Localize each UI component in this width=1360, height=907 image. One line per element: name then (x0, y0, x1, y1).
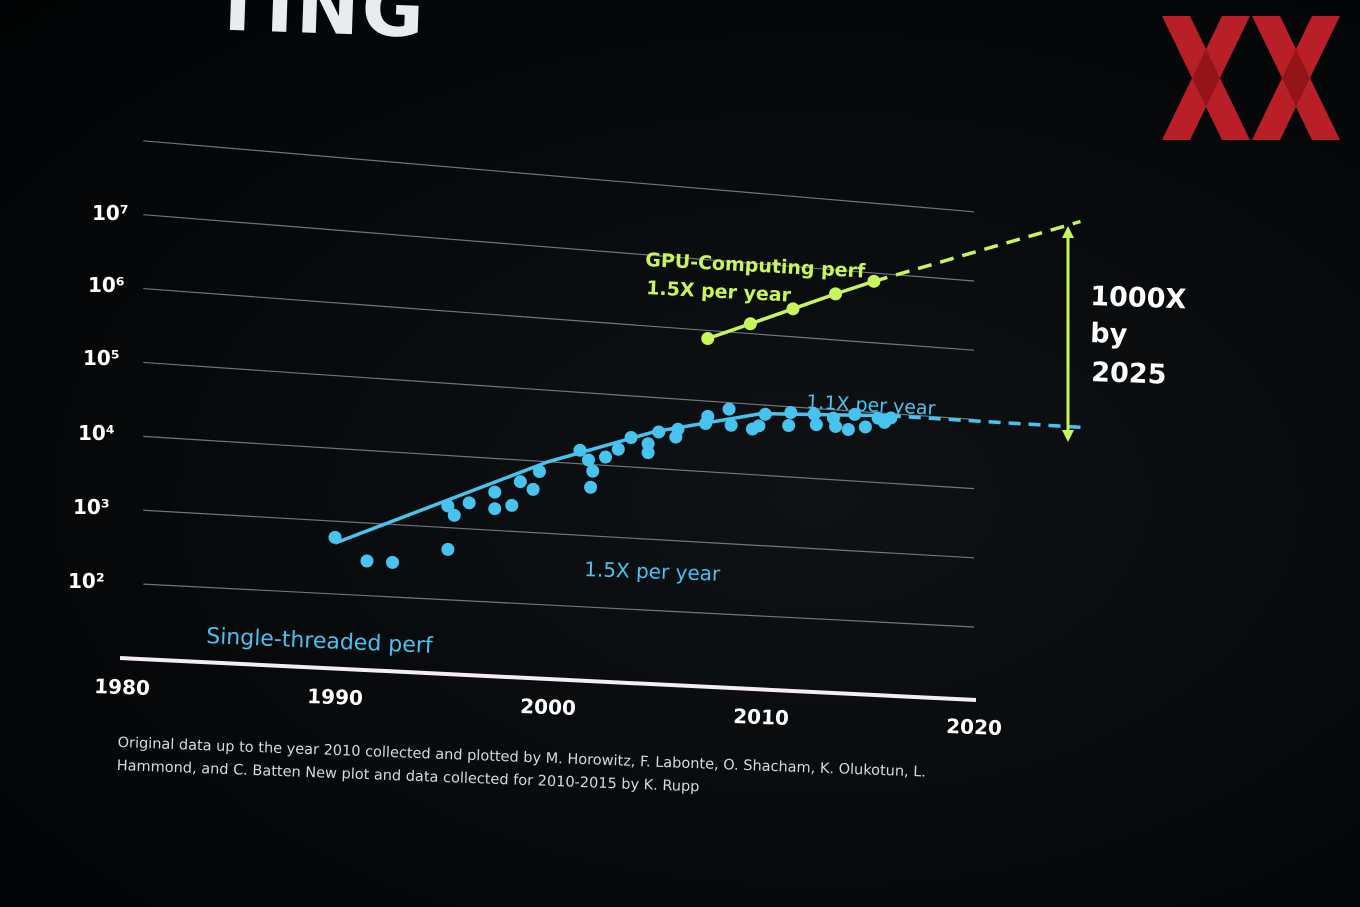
cpu-data-point (462, 496, 476, 510)
cpu-data-point (526, 482, 540, 496)
cpu-data-point (669, 430, 683, 444)
cpu-data-point (360, 554, 374, 568)
cpu-data-point (328, 530, 342, 544)
cpu-data-point (441, 499, 455, 513)
cpu-data-point (441, 542, 455, 556)
cpu-data-point (488, 485, 502, 499)
cpu-data-point (758, 407, 772, 421)
cpu-data-point (586, 464, 600, 478)
y-tick-label: 10² (68, 569, 105, 593)
x-tick-label: 2020 (946, 714, 1002, 740)
cpu-data-point (599, 450, 613, 464)
gpu-data-point (701, 331, 715, 345)
cpu-data-point (573, 443, 587, 457)
y-tick-labels: 10² 10³ 10⁴ 10⁵ 10⁶ 10⁷ (68, 201, 129, 593)
gpu-data-point (786, 302, 800, 316)
cpu-data-point (386, 555, 400, 569)
x-tick-label: 2010 (733, 704, 789, 730)
cpu-data-point (807, 407, 821, 421)
cpu-data-point (841, 422, 855, 436)
cpu-data-point (505, 498, 519, 512)
cpu-projection-line (888, 414, 1081, 430)
cpu-data-point (752, 419, 766, 433)
cpu-data-point (581, 453, 595, 467)
gap-label-1000x: 1000X (1090, 281, 1187, 315)
cpu-data-point (513, 475, 527, 489)
x-tick-label: 1990 (307, 684, 363, 710)
cpu-series-label: Single-threaded perf (206, 624, 435, 659)
gpu-series-label: GPU-Computing perf (645, 249, 867, 283)
cpu-data-point (722, 402, 736, 416)
grid-line-3 (143, 435, 975, 490)
cpu-data-point (641, 437, 655, 451)
cpu-data-point (532, 464, 546, 478)
grid-lines (143, 140, 975, 628)
gpu-data-point (829, 287, 843, 301)
hardwareluxx-xx-logo (1162, 16, 1340, 140)
grid-line-4 (143, 361, 975, 420)
gpu-data-point (867, 274, 881, 288)
cpu-data-point (488, 502, 502, 516)
y-tick-label: 10⁷ (92, 201, 129, 225)
cpu-data-point (829, 419, 843, 433)
y-tick-label: 10⁶ (88, 273, 125, 297)
x-axis-line (119, 656, 977, 702)
gap-label-by: by (1090, 318, 1128, 350)
cpu-data-point (884, 411, 898, 425)
gap-arrow-head-up (1062, 226, 1074, 238)
cpu-data-point (699, 417, 713, 431)
gpu-series (701, 219, 1081, 345)
gap-arrow (1062, 226, 1074, 442)
cpu-data-point (611, 442, 625, 456)
cpu-data-point (809, 418, 823, 432)
grid-line-5 (143, 287, 975, 351)
x-tick-labels: 1980 1990 2000 2010 2020 (94, 674, 1002, 740)
x-axis (119, 656, 977, 702)
cpu-data-point (447, 508, 461, 522)
grid-line-2 (143, 509, 975, 559)
cpu-data-point (848, 407, 862, 421)
x-tick-label: 1980 (94, 674, 150, 700)
cpu-data-point (782, 418, 796, 432)
grid-line-1 (143, 583, 975, 628)
x-tick-label: 2000 (520, 694, 576, 720)
cpu-data-point (784, 406, 798, 420)
y-tick-label: 10⁴ (78, 421, 115, 445)
gap-label-2025: 2025 (1091, 357, 1167, 391)
grid-line-7 (143, 140, 975, 213)
single-threaded-series (328, 402, 1081, 569)
cpu-data-point (724, 418, 738, 432)
gap-arrow-head-down (1062, 430, 1074, 442)
gpu-data-point (743, 317, 757, 331)
y-tick-label: 10⁵ (83, 346, 120, 370)
cpu-data-point (858, 420, 872, 434)
gpu-growth-label: 1.5X per year (646, 277, 792, 307)
cpu-early-growth-label: 1.5X per year (584, 557, 722, 586)
cpu-data-point (584, 480, 598, 494)
gpu-projection-line (873, 219, 1081, 284)
y-tick-label: 10³ (73, 495, 110, 519)
cpu-data-point (652, 425, 666, 439)
grid-line-6 (143, 214, 975, 282)
cpu-data-point (624, 431, 638, 445)
